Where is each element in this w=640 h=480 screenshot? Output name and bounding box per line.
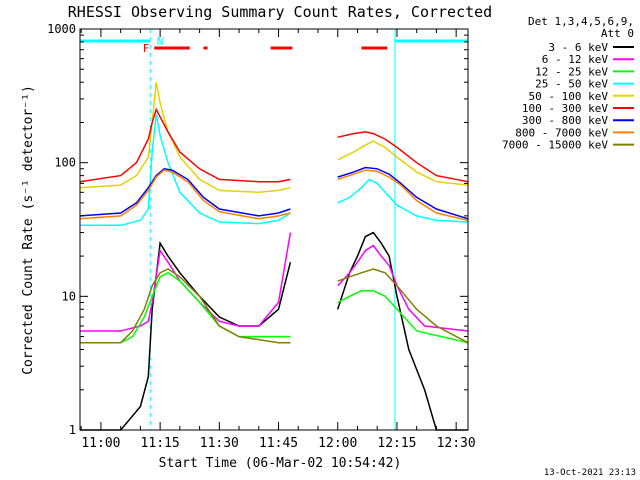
vertical-markers (79, 29, 469, 430)
legend-label: 6 - 12 keV (542, 53, 609, 66)
x-tick-label: 12:30 (437, 436, 476, 451)
legend-label: 300 - 800 keV (522, 114, 608, 127)
series-line (80, 268, 469, 344)
x-tick-label: 12:00 (318, 436, 357, 451)
series-line (79, 169, 469, 222)
flag-bars (80, 39, 468, 50)
y-axis: 1 10 100 1000 (47, 22, 468, 437)
plot-area: 1 10 100 1000 11:00 11:15 11:30 11:45 12:00 12:1… (47, 22, 476, 451)
x-tick-label: 11:45 (259, 436, 298, 451)
series-line (80, 232, 469, 332)
y-axis-label: Corrected Count Rate (s⁻¹ detector⁻¹) (21, 85, 36, 375)
legend-label: 3 - 6 keV (548, 41, 608, 54)
legend-header: Det 1,3,4,5,6,9, Att 0 (528, 15, 634, 40)
y-tick-label: 1 (69, 423, 76, 437)
x-tick-label: 12:15 (377, 436, 416, 451)
series-line (79, 82, 469, 194)
series-line (80, 114, 469, 227)
series-line (79, 107, 469, 183)
footer-date: 13-Oct-2021 23:13 (544, 468, 636, 478)
x-tick-label: 11:30 (200, 436, 239, 451)
legend-header-line-2: Att 0 (601, 27, 634, 40)
chart-title: RHESSI Observing Summary Count Rates, Co… (68, 3, 492, 21)
legend-label: 25 - 50 keV (535, 78, 608, 91)
x-axis: 11:00 11:15 11:30 11:45 12:00 12:15 12:30 (80, 29, 476, 451)
y-tick-label: 1000 (47, 22, 76, 36)
legend-label: 7000 - 15000 keV (502, 139, 608, 152)
legend-label: 800 - 7000 keV (515, 126, 608, 139)
series-line (80, 231, 468, 431)
x-tick-label: 11:15 (141, 436, 180, 451)
series-line (79, 166, 469, 220)
legend-label: 12 - 25 keV (535, 65, 608, 78)
x-tick-label: 11:00 (81, 436, 120, 451)
y-tick-label: 10 (62, 289, 76, 303)
legend-label: 50 - 100 keV (529, 90, 609, 103)
x-axis-label: Start Time (06-Mar-02 10:54:42) (159, 456, 402, 471)
flag-label-n: N (157, 35, 164, 48)
legend-label: 100 - 300 keV (522, 102, 608, 115)
legend-header-line-1: Det 1,3,4,5,6,9, (528, 15, 634, 28)
y-tick-label: 100 (54, 156, 76, 170)
series-group (79, 82, 469, 431)
plot-frame (79, 28, 469, 431)
flag-label-f: F (143, 42, 150, 55)
